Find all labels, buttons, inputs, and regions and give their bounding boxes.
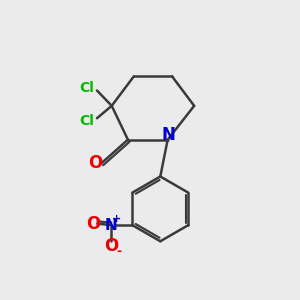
Text: N: N xyxy=(105,218,117,232)
Text: +: + xyxy=(112,214,121,224)
Text: N: N xyxy=(161,126,175,144)
Text: -: - xyxy=(117,245,122,258)
Text: O: O xyxy=(86,214,100,232)
Text: Cl: Cl xyxy=(79,114,94,128)
Text: O: O xyxy=(104,237,118,255)
Text: O: O xyxy=(88,154,102,172)
Text: Cl: Cl xyxy=(79,81,94,95)
